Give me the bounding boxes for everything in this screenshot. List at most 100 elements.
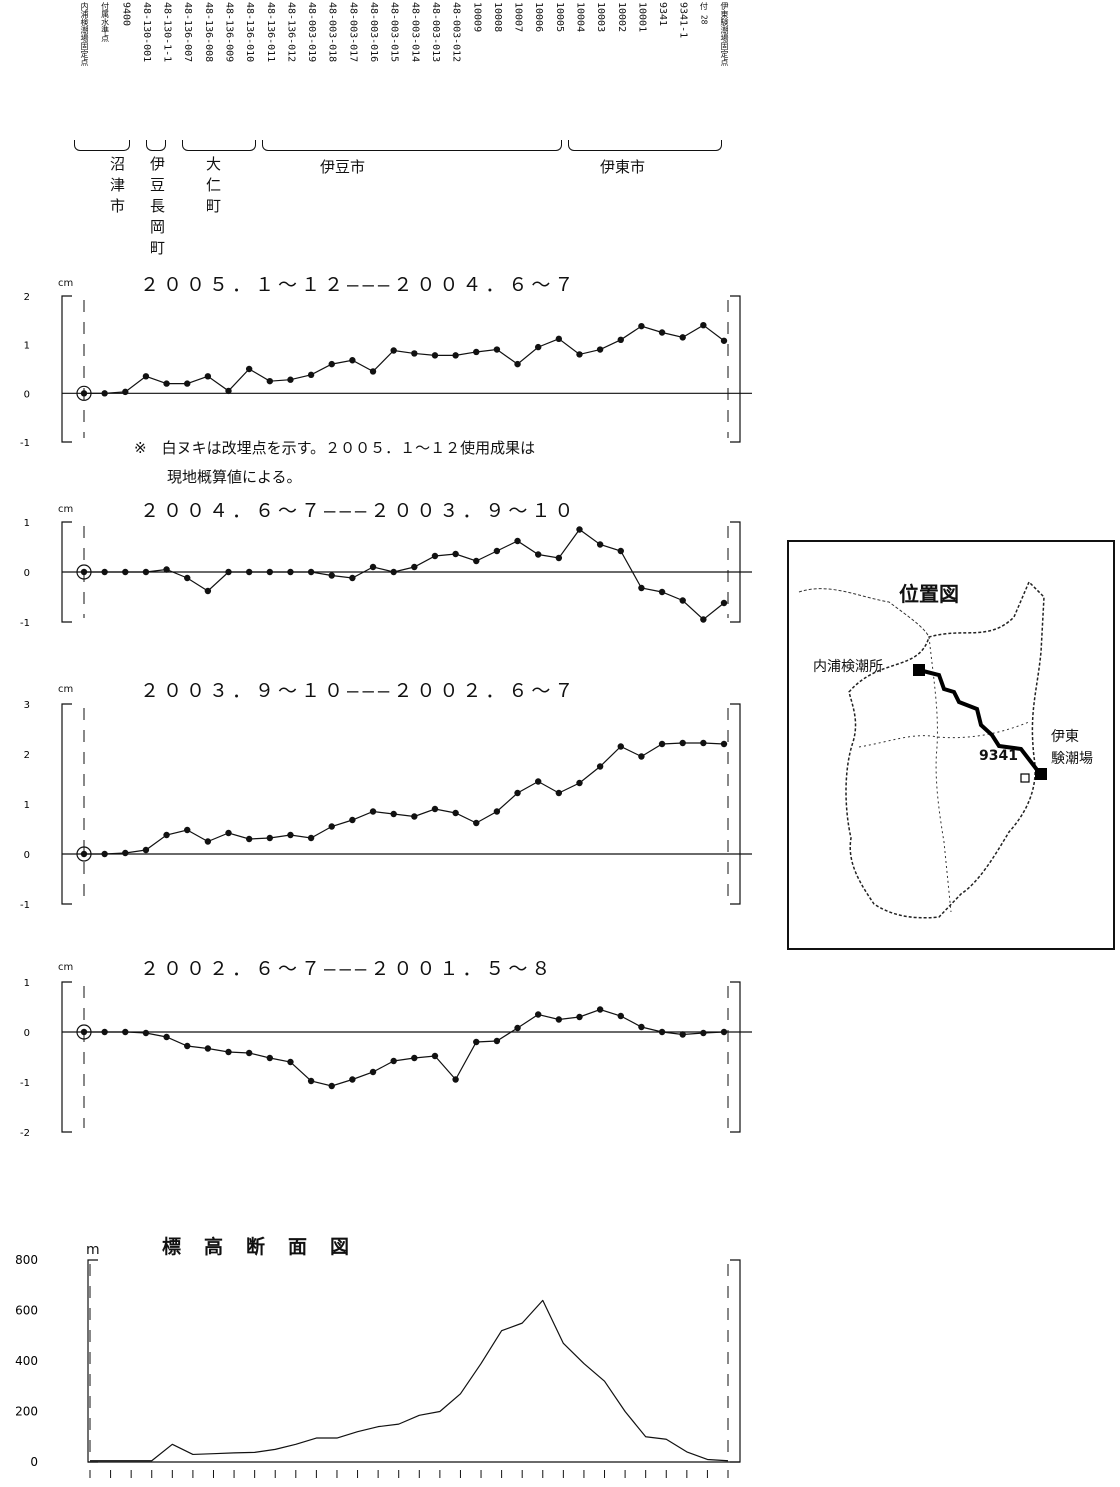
data-point <box>514 1024 521 1032</box>
data-point <box>431 552 439 560</box>
uchiura-station-marker <box>913 664 925 676</box>
region-ohito: 大仁町 <box>204 156 222 219</box>
region-bracket-izunagaoka <box>146 140 166 151</box>
data-point <box>266 1054 274 1062</box>
data-point <box>307 371 315 379</box>
y-tick-label: 0 <box>24 850 30 861</box>
data-point <box>576 526 583 533</box>
data-point <box>679 597 686 604</box>
data-point <box>390 1057 397 1065</box>
benchmark-label: 48-130-1-1 <box>161 2 173 63</box>
data-point <box>349 1076 356 1083</box>
note-line-2: 現地概算値による。 <box>167 468 302 486</box>
benchmark-label: 48-003-013 <box>429 2 441 63</box>
data-point <box>720 1028 728 1036</box>
leveling-chart-3: cm ２００３．９～１０―――２００２．６～７ 3 2 1 0 -1 <box>0 676 780 916</box>
elevation-unit: m <box>86 1242 100 1258</box>
y-tick-label: 0 <box>24 568 30 579</box>
benchmark-label: 10003 <box>595 2 607 33</box>
data-point <box>101 568 108 576</box>
data-point <box>328 823 335 830</box>
elevation-plot: 800 600 400 200 0 <box>15 1253 741 1478</box>
data-point <box>720 740 728 748</box>
data-point <box>142 568 150 576</box>
data-point <box>534 343 542 351</box>
data-point <box>142 1029 150 1037</box>
data-point <box>80 850 88 858</box>
data-point <box>596 763 604 770</box>
y-tick-label: 3 <box>24 700 30 711</box>
data-point <box>245 365 253 373</box>
data-point <box>266 834 274 842</box>
data-point <box>163 380 170 387</box>
data-point <box>473 1038 480 1046</box>
benchmark-label: 48-136-007 <box>182 2 194 63</box>
data-point <box>328 360 335 368</box>
chart-2-unit: cm <box>58 504 74 515</box>
map-title: 位置図 <box>899 582 959 606</box>
bm-9341-marker <box>1020 773 1030 783</box>
region-numazu: 沼津市 <box>108 156 126 219</box>
data-point <box>700 739 707 747</box>
benchmark-label: 48-136-008 <box>202 2 214 63</box>
y-tick-label: 0 <box>24 1028 30 1039</box>
data-point <box>596 541 604 548</box>
y-tick-label: 1 <box>24 978 30 989</box>
data-point <box>576 1013 583 1021</box>
leveling-chart-1: cm ２００５．１～１２―――２００４．６～７ 2 1 0 -1 <box>0 270 780 460</box>
data-point <box>411 813 418 820</box>
data-point <box>390 347 397 354</box>
data-point <box>225 829 232 837</box>
frame-right-bracket <box>730 1259 741 1463</box>
data-point <box>700 1029 707 1037</box>
reference-point-marker <box>76 1024 92 1040</box>
y-tick-label: -2 <box>20 1128 30 1139</box>
data-point <box>287 568 294 576</box>
data-point <box>307 1077 315 1085</box>
y-tick-label: -1 <box>20 900 30 911</box>
label-ito-line2: 験潮場 <box>1051 751 1093 767</box>
reference-point-marker <box>76 564 92 580</box>
benchmark-label: 48-003-017 <box>347 2 359 63</box>
data-point <box>596 1006 604 1013</box>
data-point <box>638 584 645 592</box>
benchmark-label: 48-136-009 <box>223 2 235 63</box>
data-point <box>349 357 356 364</box>
series-line <box>84 742 725 855</box>
note-line-1: ※ 白ヌキは改埋点を示す。２００５．１～１２使用成果は <box>134 439 536 457</box>
data-point <box>349 816 356 824</box>
data-point <box>452 809 459 817</box>
benchmark-label: 48-130-001 <box>140 2 152 63</box>
data-point <box>700 322 707 329</box>
leveling-chart-2: cm ２００４．６～７―――２００３．９～１０ 1 0 -1 <box>0 496 780 646</box>
data-point <box>307 568 315 576</box>
data-point <box>576 351 583 358</box>
data-point <box>101 390 108 397</box>
frame-left-bracket <box>61 981 72 1133</box>
data-point <box>122 568 129 576</box>
data-point <box>720 599 728 607</box>
data-point <box>658 588 666 596</box>
data-point <box>452 550 459 558</box>
benchmark-label: 9341-1 <box>677 2 689 39</box>
data-point <box>638 322 645 330</box>
chart-3-plot: 3 2 1 0 -1 <box>20 700 752 911</box>
data-point <box>658 329 666 336</box>
data-point <box>369 1068 377 1076</box>
data-point <box>184 380 191 387</box>
data-point <box>679 739 686 747</box>
leveling-route <box>918 668 1043 777</box>
data-point <box>452 1076 459 1083</box>
region-ito: 伊東市 <box>600 158 646 176</box>
data-point <box>720 337 728 344</box>
benchmark-header: 内浦検潮場固定点 付属水準点 9400 48-130-001 48-130-1-1 48-… <box>0 0 760 270</box>
benchmark-label: 10008 <box>491 2 503 33</box>
region-bracket-izu <box>262 140 562 151</box>
benchmark-label: 9341 <box>657 2 669 27</box>
data-point <box>245 835 253 843</box>
region-izunagaoka: 伊豆長岡町 <box>148 156 166 261</box>
coastline-west <box>798 588 930 638</box>
data-point <box>473 348 480 356</box>
data-point <box>390 568 397 576</box>
frame-right-bracket <box>730 703 741 905</box>
